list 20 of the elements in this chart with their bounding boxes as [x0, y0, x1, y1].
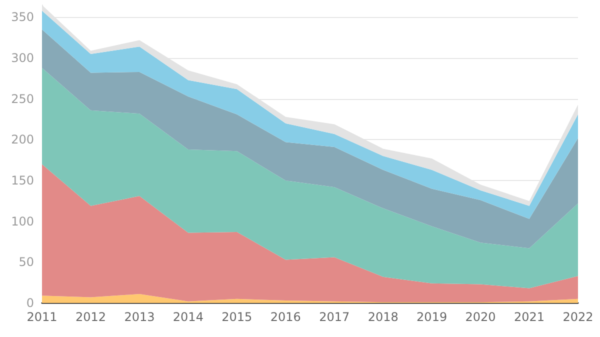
x-tick-label: 2020: [465, 310, 496, 324]
y-tick-label: 350: [11, 10, 34, 24]
x-tick-label: 2018: [368, 310, 398, 324]
x-tick-label: 2022: [562, 310, 594, 324]
x-tick-label: 2013: [124, 310, 155, 324]
y-tick-label: 150: [11, 174, 34, 188]
y-tick-label: 250: [11, 92, 34, 106]
y-tick-label: 0: [26, 296, 34, 310]
x-tick-label: 2017: [319, 310, 350, 324]
x-tick-label: 2014: [172, 310, 204, 324]
x-tick-label: 2019: [416, 310, 448, 324]
x-tick-label: 2016: [270, 310, 301, 324]
y-tick-label: 50: [18, 255, 34, 270]
x-tick-label: 2015: [222, 310, 252, 324]
x-tick-label: 2012: [75, 310, 106, 324]
y-tick-label: 300: [11, 51, 34, 66]
x-tick-label: 2021: [514, 310, 545, 324]
y-tick-label: 100: [11, 214, 34, 228]
x-tick-label: 2011: [26, 310, 58, 324]
y-tick-label: 200: [11, 132, 34, 147]
